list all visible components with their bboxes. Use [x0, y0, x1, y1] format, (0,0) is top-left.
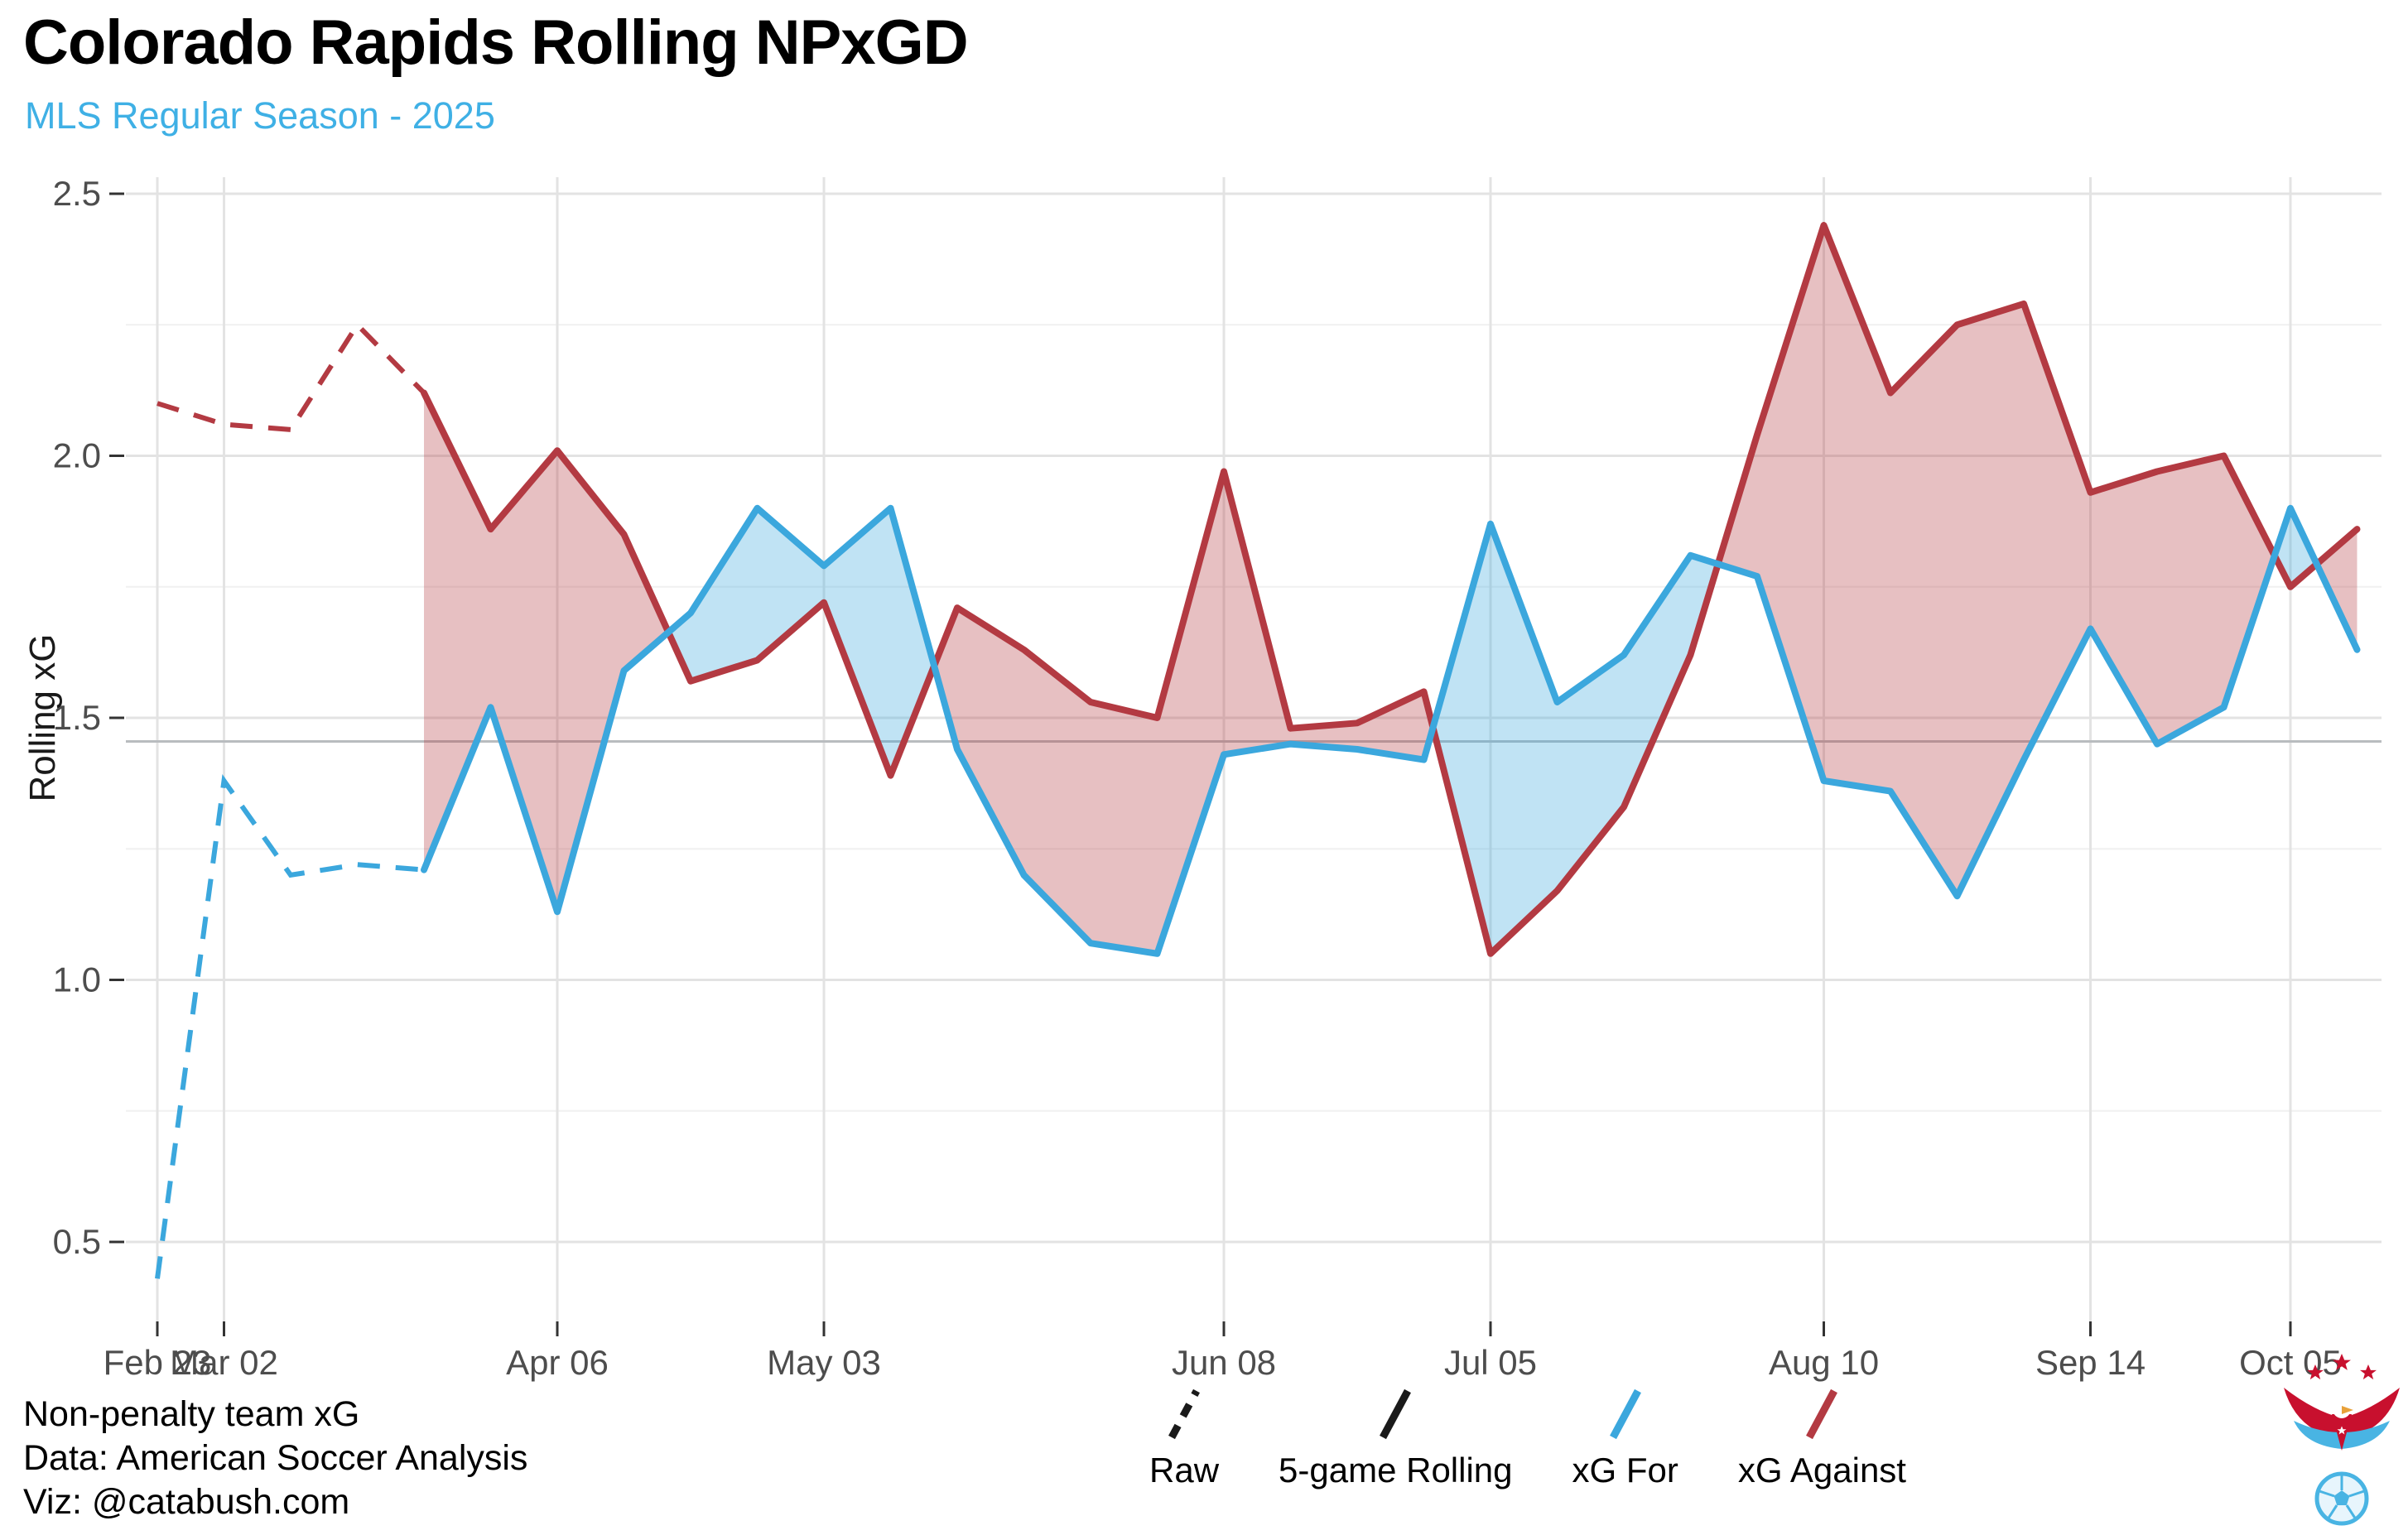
xg-for-line-icon	[1609, 1388, 1641, 1440]
ribbon-xg-against-advantage	[934, 471, 1433, 954]
ribbon-xg-against-advantage	[1717, 225, 2275, 897]
x-tick-label-aug-10: Aug 10	[1769, 1343, 1879, 1382]
x-tick-label-apr-06: Apr 06	[506, 1343, 609, 1382]
footer-note-data-source: Data: American Soccer Analysis	[23, 1438, 528, 1478]
footer-note-viz-credit: Viz: @catabush.com	[23, 1482, 350, 1522]
ribbon-xg-for-advantage	[1433, 523, 1718, 954]
legend-item-xg-against: xG Against	[1738, 1381, 1906, 1490]
x-tick-label-feb-23: Feb 23	[104, 1343, 212, 1382]
x-tick-label-oct-05: Oct 05	[2239, 1343, 2342, 1382]
x-tick-label-jul-05: Jul 05	[1444, 1343, 1537, 1382]
chart-subtitle: MLS Regular Season - 2025	[25, 94, 495, 137]
legend-label: 5-game Rolling	[1279, 1451, 1513, 1489]
y-tick-label-2: 2.0	[53, 436, 101, 475]
legend-item-xg-for: xG For	[1572, 1381, 1678, 1490]
raw-dashed-line-icon	[1168, 1388, 1200, 1440]
x-tick-label-mar-02: Mar 02	[170, 1343, 278, 1382]
logo-stars-icon	[2307, 1354, 2377, 1380]
x-tick-label-jun-08: Jun 08	[1172, 1343, 1276, 1382]
xg-for-raw-dashed-line	[155, 774, 425, 1279]
xg-for-rolling-line	[421, 504, 2361, 957]
y-tick-label-1.5: 1.5	[53, 698, 101, 737]
chart-title: Colorado Rapids Rolling NPxGD	[23, 7, 969, 78]
xg-against-raw-dashed-line	[157, 320, 426, 433]
rolling-solid-line-icon	[1380, 1388, 1412, 1440]
legend-label: xG For	[1572, 1451, 1678, 1489]
footer-notes: Non-penalty team xG Data: American Socce…	[23, 1393, 527, 1524]
footer-note-definition: Non-penalty team xG	[23, 1394, 360, 1434]
legend-label: Raw	[1149, 1451, 1220, 1489]
logo-eagle-icon	[2284, 1388, 2400, 1451]
catabush-logo	[2284, 1354, 2400, 1526]
legend-item-raw: Raw	[1149, 1381, 1219, 1490]
chart-legend: Raw 5-game Rolling xG For xG Against	[1149, 1381, 1906, 1490]
legend-item-rolling: 5-game Rolling	[1279, 1381, 1513, 1490]
y-tick-label-1: 1.0	[53, 960, 101, 999]
y-tick-label-2.5: 2.5	[53, 174, 101, 213]
x-tick-label-may-03: May 03	[767, 1343, 881, 1382]
logo-soccer-ball-icon	[2314, 1471, 2369, 1526]
xg-against-line-icon	[1806, 1388, 1838, 1440]
xg-against-rolling-line	[421, 222, 2361, 957]
x-tick-label-sep-14: Sep 14	[2035, 1343, 2146, 1382]
y-tick-label-0.5: 0.5	[53, 1222, 101, 1261]
legend-label: xG Against	[1737, 1451, 1906, 1489]
